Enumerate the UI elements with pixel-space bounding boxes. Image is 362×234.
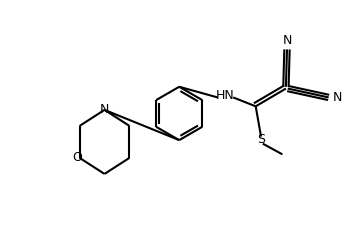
Text: O: O: [72, 151, 82, 165]
Text: N: N: [333, 91, 342, 104]
Text: N: N: [100, 103, 109, 116]
Text: S: S: [257, 132, 265, 146]
Text: HN: HN: [216, 89, 235, 102]
Text: N: N: [283, 34, 292, 47]
